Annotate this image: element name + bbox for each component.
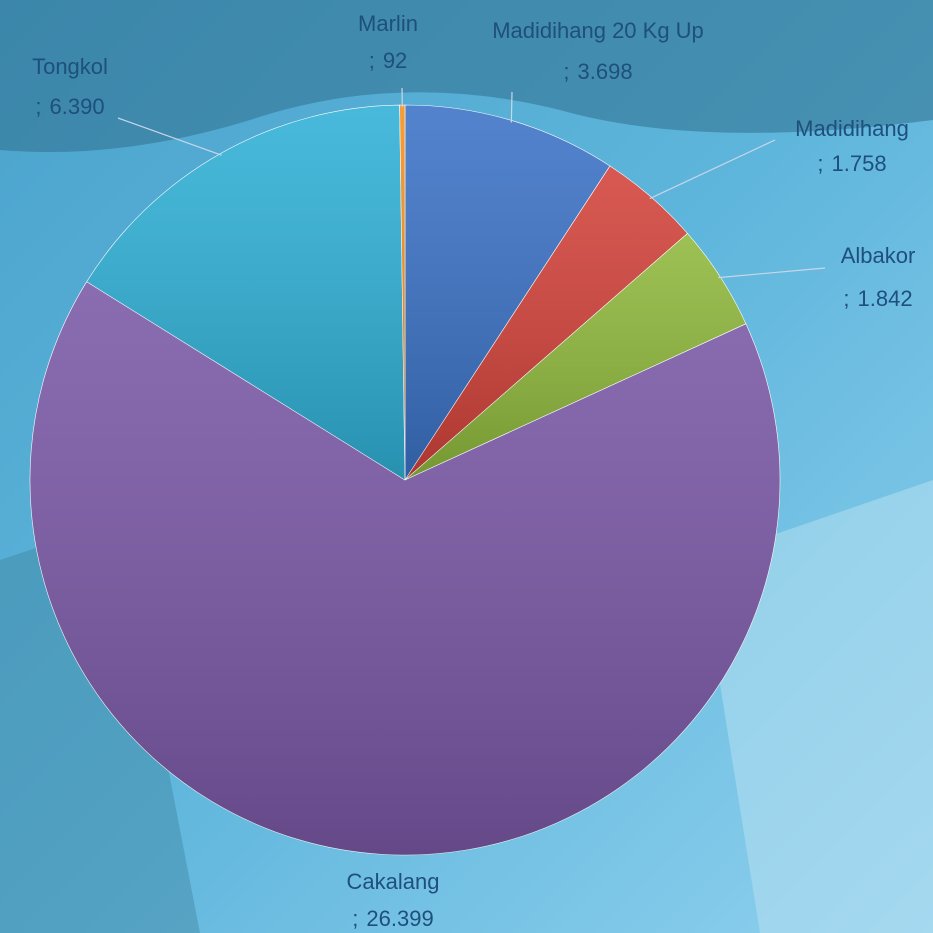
- pie: [29, 104, 781, 856]
- separator: ;: [817, 151, 823, 176]
- leader-line: [649, 139, 776, 200]
- category-label: Marlin: [358, 11, 418, 36]
- value-label-line: ; 1.758: [817, 151, 886, 176]
- separator: ;: [35, 94, 41, 119]
- value-label: 1.842: [858, 286, 913, 311]
- labels: Madidihang 20 Kg Up; 3.698 Madidihang; 1.75…: [32, 11, 915, 931]
- leader-line: [510, 91, 513, 123]
- category-label: Madidihang: [795, 116, 909, 141]
- value-label: 3.698: [578, 59, 633, 84]
- value-label-line: ; 26.399: [352, 906, 433, 931]
- category-label: Cakalang: [347, 869, 440, 894]
- value-label: 1.758: [832, 151, 887, 176]
- separator: ;: [563, 59, 569, 84]
- leader-line: [718, 267, 826, 279]
- value-label-line: ; 6.390: [35, 94, 104, 119]
- value-label: 92: [383, 48, 407, 73]
- value-label: 6.390: [50, 94, 105, 119]
- value-label-line: ; 3.698: [563, 59, 632, 84]
- separator: ;: [369, 48, 375, 73]
- separator: ;: [843, 286, 849, 311]
- separator: ;: [352, 906, 358, 931]
- category-label: Tongkol: [32, 54, 108, 79]
- leader-line: [117, 117, 222, 156]
- value-label-line: ; 1.842: [843, 286, 912, 311]
- category-label: Madidihang 20 Kg Up: [492, 18, 704, 43]
- value-label: 26.399: [366, 906, 433, 931]
- category-label: Albakor: [841, 243, 916, 268]
- value-label-line: ; 92: [369, 48, 408, 73]
